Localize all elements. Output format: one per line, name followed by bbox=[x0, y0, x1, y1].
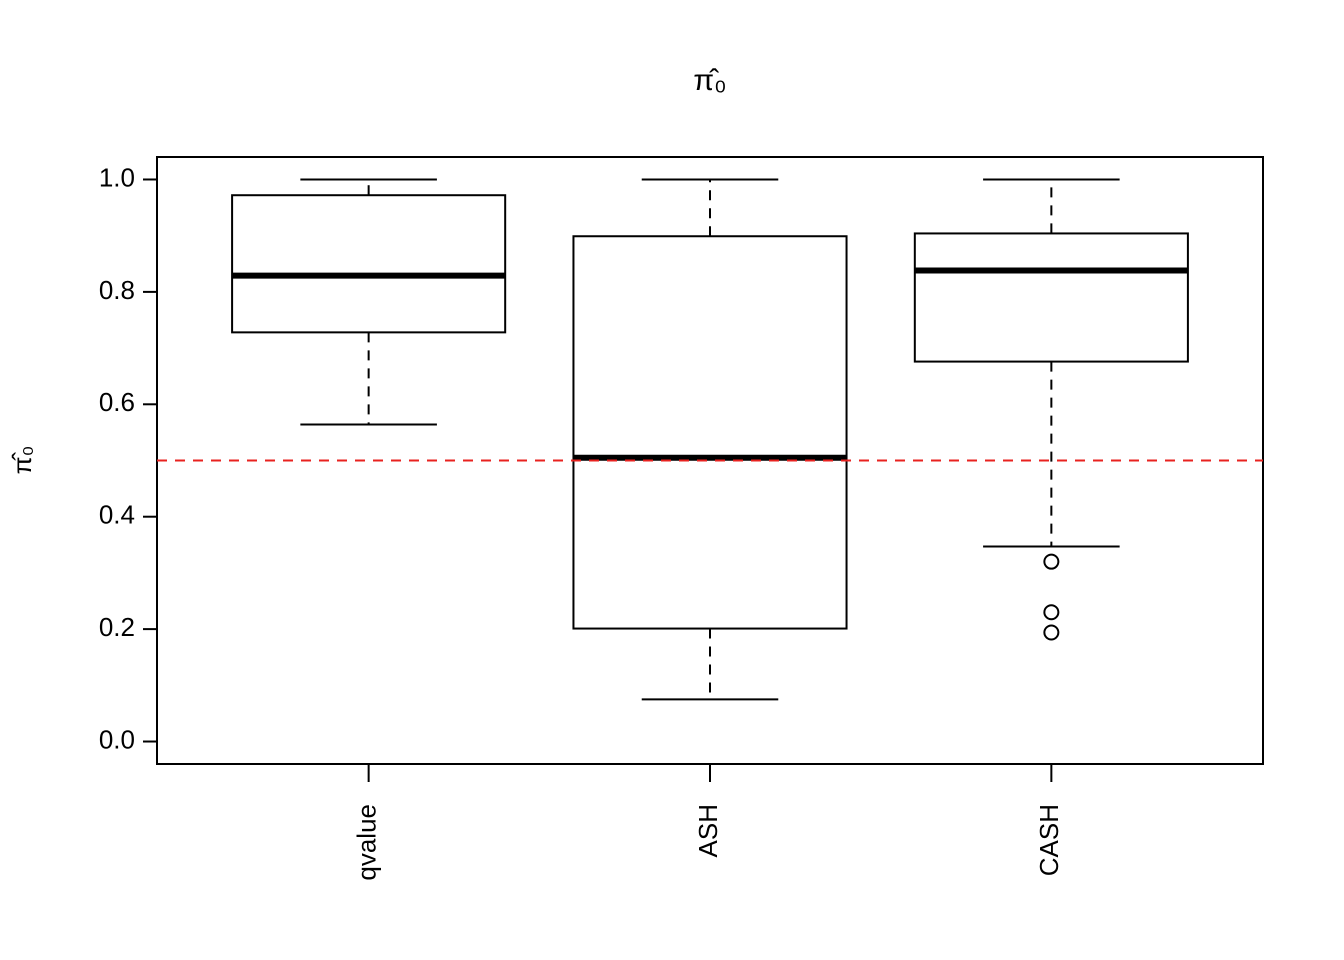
outlier bbox=[1043, 604, 1060, 621]
outlier bbox=[1043, 553, 1060, 570]
y-axis-label: π̂₀ bbox=[7, 446, 37, 475]
x-tick-label: qvalue bbox=[352, 804, 382, 881]
outlier bbox=[1043, 624, 1060, 641]
x-tick-label: ASH bbox=[693, 804, 723, 857]
y-tick-label: 0.8 bbox=[99, 275, 135, 305]
box bbox=[572, 235, 848, 630]
box bbox=[231, 194, 507, 334]
chart-title: π̂₀ bbox=[693, 64, 726, 97]
x-tick-label: CASH bbox=[1034, 804, 1064, 876]
box bbox=[913, 232, 1189, 363]
y-tick-label: 0.6 bbox=[99, 387, 135, 417]
y-tick-label: 1.0 bbox=[99, 162, 135, 192]
y-tick-label: 0.0 bbox=[99, 724, 135, 754]
y-tick-label: 0.4 bbox=[99, 500, 135, 530]
y-tick-label: 0.2 bbox=[99, 612, 135, 642]
